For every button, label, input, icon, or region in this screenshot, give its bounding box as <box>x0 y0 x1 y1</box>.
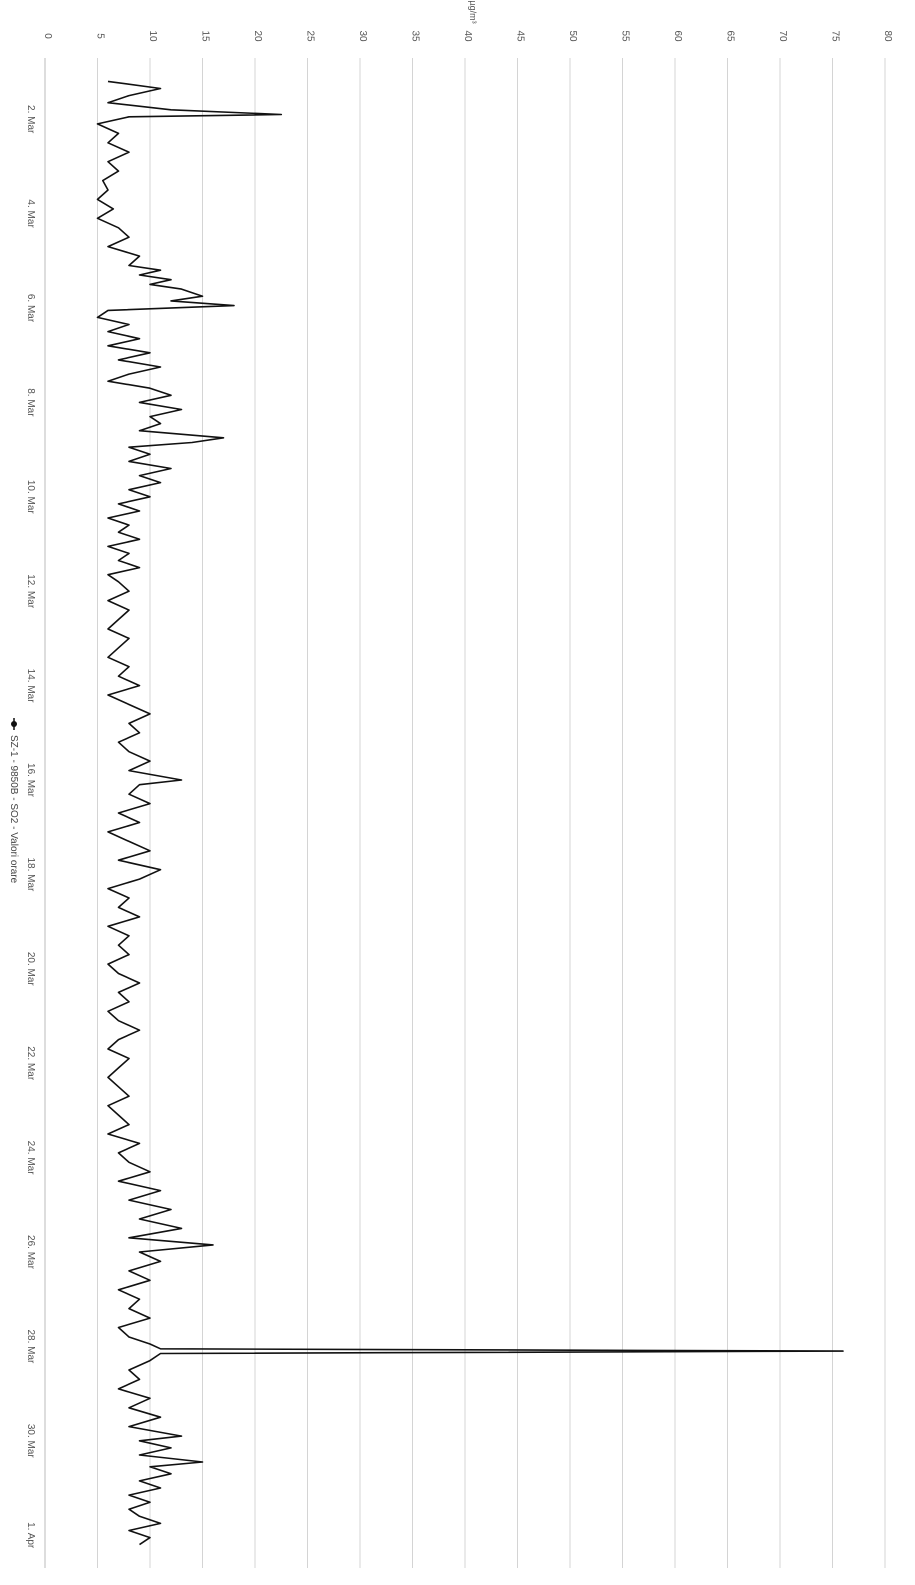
x-tick-label: 4. Mar <box>25 199 36 228</box>
x-tick-label: 10. Mar <box>25 480 36 515</box>
y-tick-label: 0 <box>42 33 53 39</box>
x-axis-tick-labels: 2. Mar 4. Mar 6. Mar 8. Mar 10. Mar 12. Mar 14… <box>25 105 36 1549</box>
x-tick-label: 20. Mar <box>25 952 36 987</box>
legend-dot-swatch <box>11 721 17 727</box>
legend-series-marker <box>11 718 17 730</box>
x-tick-label: 30. Mar <box>25 1424 36 1459</box>
y-tick-label: 80 <box>882 30 893 42</box>
y-axis-unit: µg/m³ <box>468 0 478 23</box>
y-tick-label: 45 <box>515 30 526 42</box>
y-tick-label: 25 <box>305 30 316 42</box>
y-tick-label: 75 <box>830 30 841 42</box>
legend: SZ-1 - 9850B - SO2 - Valori orare <box>8 718 19 884</box>
x-tick-label: 14. Mar <box>25 669 36 704</box>
x-tick-label: 16. Mar <box>25 763 36 798</box>
x-tick-label: 28. Mar <box>25 1329 36 1364</box>
y-tick-label: 5 <box>95 33 106 39</box>
series-lines <box>96 80 844 1546</box>
x-tick-label: 12. Mar <box>25 574 36 609</box>
y-axis-unit-label: µg/m³ <box>468 0 478 23</box>
x-tick-label: 24. Mar <box>25 1141 36 1176</box>
y-tick-label: 60 <box>672 30 683 42</box>
y-tick-label: 40 <box>462 30 473 42</box>
x-tick-label: 22. Mar <box>25 1046 36 1081</box>
y-tick-label: 10 <box>147 30 158 42</box>
legend-series-name: SZ-1 - 9850B - SO2 - Valori orare <box>8 735 19 884</box>
y-tick-label: 20 <box>252 30 263 42</box>
y-tick-label: 35 <box>410 30 421 42</box>
y-tick-label: 50 <box>567 30 578 42</box>
x-tick-label: 26. Mar <box>25 1235 36 1270</box>
x-tick-label: 18. Mar <box>25 857 36 892</box>
x-tick-label: 1. Apr <box>25 1522 36 1549</box>
gridlines <box>44 58 886 1568</box>
y-tick-label: 15 <box>200 30 211 42</box>
x-tick-label: 8. Mar <box>25 388 36 417</box>
y-axis-tick-labels: 0 5 10 15 20 25 30 35 40 45 50 55 60 65 70 75 80 <box>42 30 893 42</box>
series-line-0 <box>96 80 844 1546</box>
y-tick-label: 30 <box>357 30 368 42</box>
y-tick-label: 70 <box>777 30 788 42</box>
x-tick-label: 6. Mar <box>25 294 36 323</box>
y-tick-label: 55 <box>620 30 631 42</box>
y-tick-label: 65 <box>725 30 736 42</box>
x-tick-label: 2. Mar <box>25 105 36 134</box>
